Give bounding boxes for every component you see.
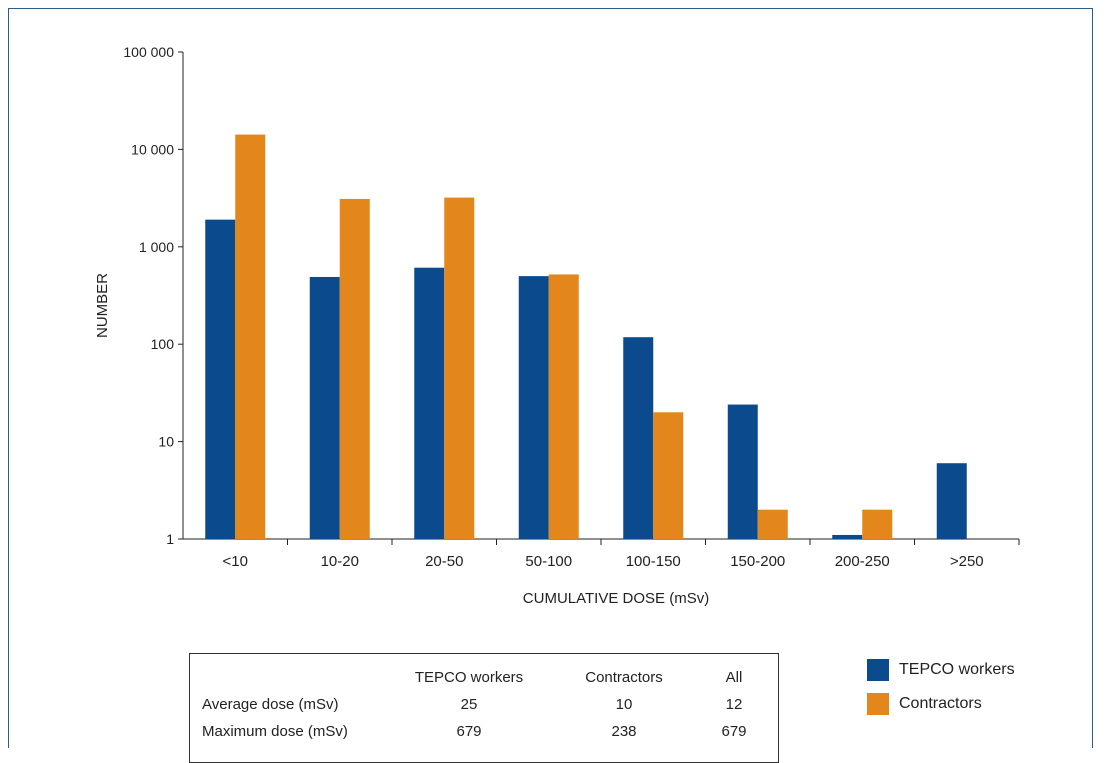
legend-label: TEPCO workers	[899, 661, 1015, 678]
bar-tepco-workers	[936, 463, 967, 539]
bar-contractors	[235, 134, 266, 539]
bar-contractors	[653, 412, 684, 539]
bar-contractors	[862, 509, 893, 539]
bar-contractors	[757, 509, 788, 539]
summary-header-row: TEPCO workers Contractors All	[202, 664, 764, 691]
bar-contractors	[444, 197, 475, 539]
y-tick-label: 100	[151, 336, 175, 352]
summary-table: TEPCO workers Contractors All Average do…	[189, 653, 779, 763]
legend-label: Contractors	[899, 695, 982, 712]
y-tick-label: 10	[158, 434, 174, 450]
bar-tepco-workers	[623, 337, 654, 539]
legend-swatch-tepco	[867, 659, 889, 681]
summary-cell: 238	[611, 723, 637, 740]
summary-header-tepco: TEPCO workers	[414, 669, 524, 686]
bar-tepco-workers	[727, 404, 758, 539]
bar-chart: 1 10 100 1 000 10 000 100 000 <10 10-20 20-50 50-…	[94, 44, 1020, 607]
legend-item-contractors: Contractors	[867, 687, 1015, 721]
bar-tepco-workers	[518, 276, 549, 539]
y-tick-label: 1 000	[139, 239, 174, 255]
y-tick-label: 1	[166, 531, 174, 547]
bar-tepco-workers	[205, 219, 236, 539]
x-category-label: 20-50	[425, 553, 463, 570]
y-tick-label: 100 000	[123, 44, 174, 60]
x-category-label: 200-250	[835, 553, 890, 570]
summary-cell: 10	[615, 696, 633, 713]
x-category-label: <10	[223, 553, 248, 570]
x-category-label: 150-200	[730, 553, 785, 570]
legend-swatch-contractors	[867, 693, 889, 715]
y-tick-label: 10 000	[131, 141, 174, 157]
summary-corner-cell	[202, 664, 394, 691]
summary-header-contractors: Contractors	[585, 669, 663, 686]
bar-tepco-workers	[309, 276, 340, 539]
summary-cell: 12	[725, 696, 743, 713]
x-category-label: 10-20	[321, 553, 359, 570]
summary-row-label: Average dose (mSv)	[202, 696, 339, 713]
summary-row-label: Maximum dose (mSv)	[202, 723, 348, 740]
bar-contractors	[339, 198, 370, 539]
summary-row-average: Average dose (mSv) 25 10 12	[202, 691, 764, 718]
y-axis-title: NUMBER	[94, 273, 111, 338]
summary-cell: 679	[721, 723, 747, 740]
x-axis-title: CUMULATIVE DOSE (mSv)	[523, 590, 709, 607]
summary-cell: 679	[456, 723, 482, 740]
bar-tepco-workers	[414, 267, 445, 539]
summary-row-maximum: Maximum dose (mSv) 679 238 679	[202, 718, 764, 745]
bar-contractors	[548, 274, 579, 539]
legend: TEPCO workers Contractors	[867, 653, 1015, 721]
summary-header-all: All	[725, 669, 743, 686]
figure-frame: 1 10 100 1 000 10 000 100 000 <10 10-20 20-50 50-…	[8, 8, 1093, 763]
legend-item-tepco: TEPCO workers	[867, 653, 1015, 687]
x-category-label: 100-150	[626, 553, 681, 570]
bar-tepco-workers	[832, 534, 863, 539]
x-category-label: 50-100	[525, 553, 572, 570]
x-category-label: >250	[950, 553, 984, 570]
summary-cell: 25	[460, 696, 478, 713]
